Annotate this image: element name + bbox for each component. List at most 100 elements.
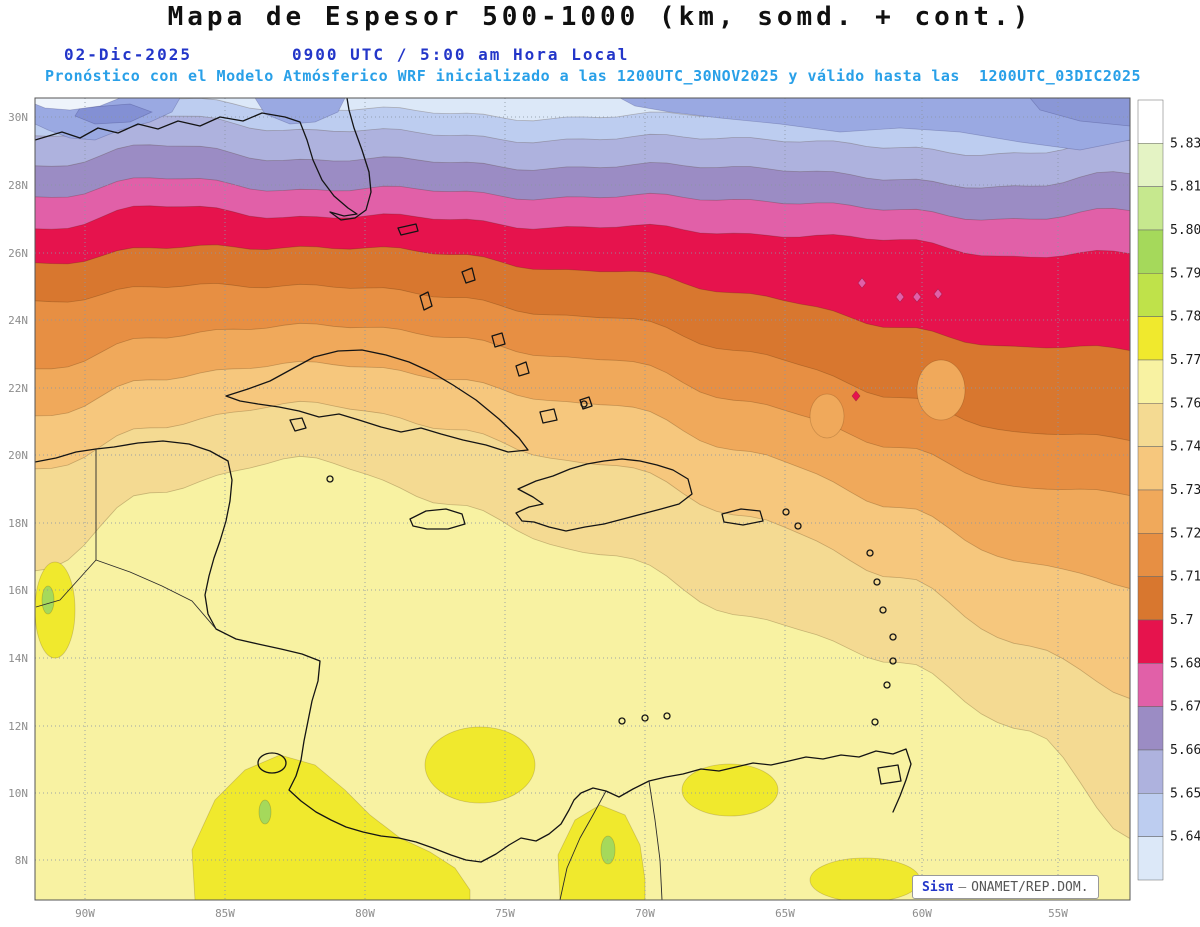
contour-line-5.736: [35, 360, 1130, 589]
coastline: [289, 417, 307, 432]
lon-tick-label: 90W: [75, 907, 95, 920]
warm-thickness-patch: [35, 561, 76, 659]
contour-line-5.688: [35, 205, 1130, 258]
lake-outline: [257, 752, 287, 774]
colorbar-swatch: [1137, 99, 1164, 144]
cold-thickness-patch: [619, 98, 1130, 151]
lat-tick-label: 16N: [8, 584, 28, 597]
island-outline: [580, 400, 588, 408]
colorbar-swatch: [1137, 706, 1164, 751]
warm-thickness-patch: [424, 726, 536, 804]
cold-thickness-patch: [35, 98, 121, 111]
coastline: [491, 332, 506, 348]
colorbar-swatch: [1137, 663, 1164, 707]
lat-tick-label: 26N: [8, 247, 28, 260]
lat-tick-label: 14N: [8, 652, 28, 665]
colorbar-swatch: [1137, 403, 1164, 447]
plot-border: [34, 97, 1131, 901]
warm-thickness-patch: [191, 754, 471, 900]
country-border: [648, 780, 663, 900]
contour-line-5.7: [35, 244, 1130, 351]
colorbar-label: 5.724: [1170, 526, 1200, 541]
colorbar-label: 5.807: [1170, 223, 1200, 238]
colorbar-label: 5.819: [1170, 180, 1200, 195]
colorbar-label: 5.712: [1170, 570, 1200, 585]
colorbar-label: 5.64: [1170, 830, 1200, 845]
lat-tick-label: 24N: [8, 314, 28, 327]
cold-thickness-patch: [74, 103, 153, 125]
island-outline: [794, 522, 802, 530]
coastline: [461, 267, 476, 284]
lon-tick-label: 75W: [495, 907, 515, 920]
lat-tick-label: 28N: [8, 179, 28, 192]
coastline: [225, 349, 529, 453]
colorbar-swatch: [1137, 619, 1164, 664]
thickness-speck: [857, 277, 867, 289]
warm-thickness-patch: [600, 835, 616, 865]
contour-line-5.676: [35, 177, 1130, 221]
thickness-speck: [851, 390, 861, 402]
island-outline: [326, 475, 334, 483]
forecast-date: 02-Dic-2025: [64, 45, 192, 64]
colorbar-label: 5.795: [1170, 266, 1200, 281]
coastline: [419, 291, 433, 311]
coastline: [539, 408, 558, 424]
country-border: [559, 790, 607, 900]
coastline: [35, 98, 372, 221]
colorbar-label: 5.783: [1170, 310, 1200, 325]
warm-thickness-patch: [681, 763, 779, 817]
colorbar-label: 5.831: [1170, 136, 1200, 151]
coastline: [515, 361, 530, 377]
contour-line-5.76: [35, 455, 1130, 839]
colorbar-swatch: [1137, 793, 1164, 837]
colorbar-swatch: [1137, 143, 1164, 187]
warm-thickness-patch: [809, 393, 845, 439]
lat-tick-label: 10N: [8, 787, 28, 800]
lon-tick-label: 85W: [215, 907, 235, 920]
coastline: [35, 440, 482, 863]
map-layers: [35, 98, 1130, 900]
colorbar-swatch: [1137, 316, 1164, 361]
cold-thickness-patch: [1029, 98, 1130, 127]
island-outline: [883, 681, 891, 689]
contour-line-5.748: [35, 400, 1130, 699]
island-outline: [873, 578, 881, 586]
watermark-separator: –: [958, 879, 967, 895]
colorbar-swatch: [1137, 359, 1164, 404]
colorbar-label: 5.652: [1170, 786, 1200, 801]
colorbar-label: 5.688: [1170, 656, 1200, 671]
colorbar-label: 5.772: [1170, 353, 1200, 368]
colorbar-label: 5.676: [1170, 700, 1200, 715]
lon-tick-label: 70W: [635, 907, 655, 920]
lon-tick-label: 55W: [1048, 907, 1068, 920]
lon-tick-label: 65W: [775, 907, 795, 920]
colorbar-swatch: [1137, 229, 1164, 274]
coastline: [409, 508, 466, 530]
colorbar-swatch: [1137, 273, 1164, 317]
island-outline: [879, 606, 887, 614]
island-outline: [663, 712, 671, 720]
colorbar-label: 5.76: [1170, 396, 1200, 411]
colorbar-swatch: [1137, 446, 1164, 491]
colorbar-label: 5.748: [1170, 440, 1200, 455]
lat-tick-label: 12N: [8, 720, 28, 733]
watermark-org: ONAMET/REP.DOM.: [971, 879, 1089, 895]
coastline: [480, 748, 912, 863]
island-outline: [866, 549, 874, 557]
thickness-speck: [933, 288, 943, 300]
colorbar-swatch: [1137, 186, 1164, 231]
warm-thickness-patch: [916, 359, 966, 421]
island-outline: [889, 657, 897, 665]
forecast-time: 0900 UTC / 5:00 am Hora Local: [292, 45, 630, 64]
island-outline: [871, 718, 879, 726]
contour-line-5.724: [35, 322, 1130, 496]
colorbar-swatch: [1137, 533, 1164, 577]
island-outline: [782, 508, 790, 516]
colorbar-label: 5.664: [1170, 743, 1200, 758]
coastline: [721, 508, 764, 526]
watermark-badge: Sisπ – ONAMET/REP.DOM.: [912, 875, 1099, 899]
forecast-model-info: Pronóstico con el Modelo Atmósferico WRF…: [45, 67, 1142, 85]
contour-line-5.664: [35, 144, 1130, 189]
colorbar-swatch: [1137, 489, 1164, 534]
